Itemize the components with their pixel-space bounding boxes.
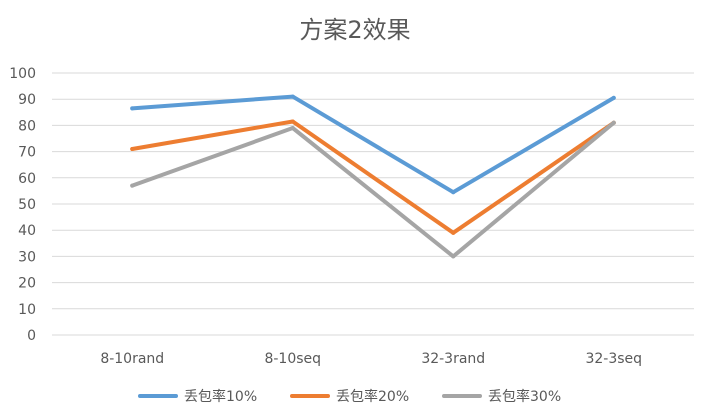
y-tick-label: 80	[18, 118, 36, 134]
data-point	[451, 231, 455, 235]
data-point	[451, 254, 455, 258]
x-axis-ticks: 8-10rand 8-10seq 32-3rand 32-3seq	[100, 351, 642, 367]
data-point	[291, 126, 295, 130]
series-lines	[130, 95, 616, 259]
y-axis-ticks: 0 10 20 30 40 50 60 70 80 90 100	[9, 66, 36, 344]
x-tick-label: 8-10rand	[100, 351, 164, 367]
legend-label: 丢包率10%	[184, 388, 257, 405]
legend: 丢包率10% 丢包率20% 丢包率30%	[140, 388, 561, 405]
y-tick-label: 20	[18, 276, 36, 292]
y-tick-label: 30	[18, 249, 36, 265]
data-point	[291, 119, 295, 123]
legend-label: 丢包率20%	[336, 388, 409, 405]
x-tick-label: 32-3rand	[421, 351, 485, 367]
data-point	[291, 95, 295, 99]
y-tick-label: 10	[18, 302, 36, 318]
y-tick-label: 40	[18, 223, 36, 239]
x-tick-label: 32-3seq	[585, 351, 642, 367]
data-point	[130, 106, 134, 110]
gridlines	[52, 73, 694, 335]
data-point	[612, 96, 616, 100]
y-tick-label: 0	[27, 328, 36, 344]
data-point	[130, 184, 134, 188]
y-tick-label: 50	[18, 197, 36, 213]
x-tick-label: 8-10seq	[264, 351, 321, 367]
data-point	[612, 121, 616, 125]
legend-label: 丢包率30%	[488, 388, 561, 405]
y-tick-label: 100	[9, 66, 36, 82]
chart-title: 方案2效果	[299, 16, 410, 44]
y-tick-label: 70	[18, 145, 36, 161]
y-tick-label: 90	[18, 92, 36, 108]
data-point	[130, 147, 134, 151]
y-tick-label: 60	[18, 171, 36, 187]
data-point	[451, 190, 455, 194]
